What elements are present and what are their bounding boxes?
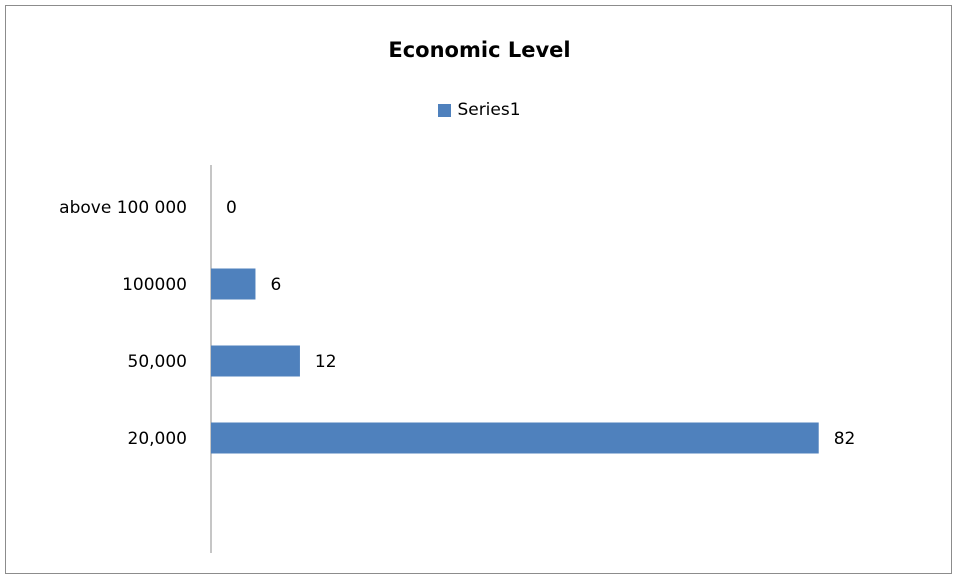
bar-2 (211, 345, 300, 377)
chart-title: Economic Level (388, 38, 571, 62)
legend: Series1 (0, 100, 959, 120)
category-label-3: 100000 (122, 275, 187, 295)
bar-3 (211, 268, 256, 300)
legend-label: Series1 (457, 100, 521, 120)
category-label-1: 20,000 (128, 429, 187, 449)
category-label-4: above 100 000 (59, 198, 187, 218)
data-labels-group: 82 12 6 0 (226, 198, 855, 449)
bar-1 (211, 422, 819, 454)
data-label-3: 6 (270, 275, 281, 295)
chart-frame (5, 5, 952, 574)
data-label-2: 12 (315, 352, 337, 372)
category-labels-group: 20,000 50,000 100000 above 100 000 (59, 198, 187, 449)
bars-group (211, 268, 819, 454)
data-label-1: 82 (834, 429, 856, 449)
category-label-2: 50,000 (128, 352, 187, 372)
data-label-4: 0 (226, 198, 237, 218)
legend-swatch (438, 103, 452, 117)
